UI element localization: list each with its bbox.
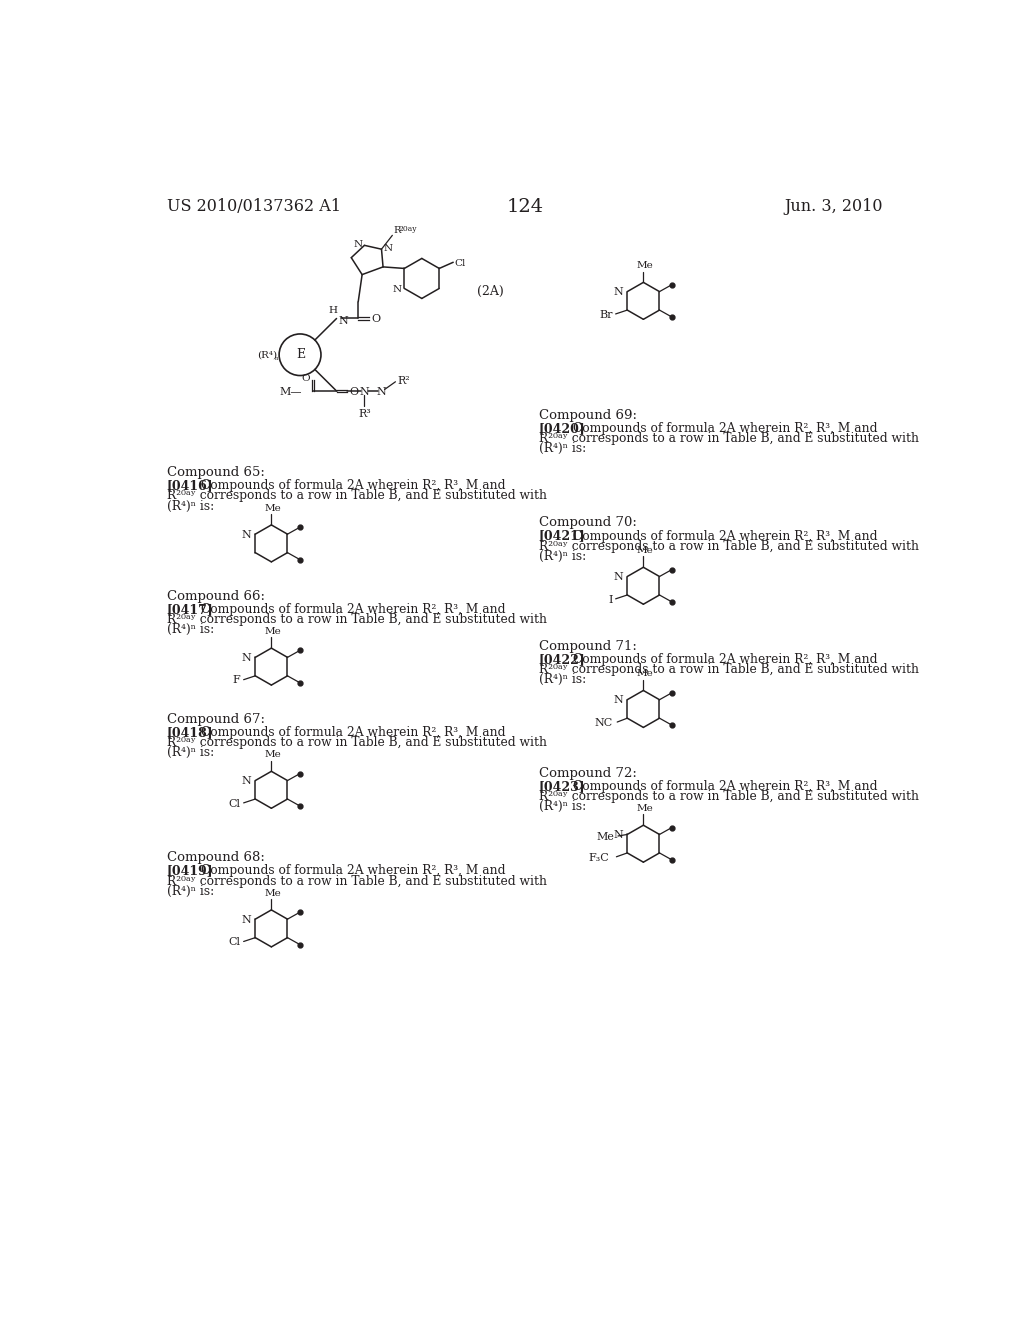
Text: N: N <box>393 285 402 294</box>
Text: R²⁰ᵃʸ corresponds to a row in Table B, and E substituted with: R²⁰ᵃʸ corresponds to a row in Table B, a… <box>167 490 547 503</box>
Text: Br: Br <box>599 310 612 319</box>
Text: N: N <box>353 240 362 249</box>
Text: N: N <box>242 653 251 663</box>
Text: H: H <box>329 306 338 315</box>
Text: (R⁴)ⁿ is:: (R⁴)ⁿ is: <box>539 800 586 813</box>
Text: (R⁴)ⁿ is:: (R⁴)ⁿ is: <box>167 746 214 759</box>
Text: Compound 71:: Compound 71: <box>539 640 637 652</box>
Text: [0416]: [0416] <box>167 479 213 492</box>
Text: (R⁴)ⁿ is:: (R⁴)ⁿ is: <box>167 884 214 898</box>
Text: (R⁴)ⁿ is:: (R⁴)ⁿ is: <box>167 499 214 512</box>
Text: I: I <box>608 594 612 605</box>
Text: Cl: Cl <box>455 259 466 268</box>
Text: N: N <box>242 776 251 787</box>
Text: R²⁰ᵃʸ corresponds to a row in Table B, and E substituted with: R²⁰ᵃʸ corresponds to a row in Table B, a… <box>167 737 547 748</box>
Text: O: O <box>350 387 358 397</box>
Text: R³: R³ <box>358 409 371 420</box>
Text: ⁿ: ⁿ <box>274 355 279 364</box>
Text: NC: NC <box>594 718 612 727</box>
Text: R²⁰ᵃʸ corresponds to a row in Table B, and E substituted with: R²⁰ᵃʸ corresponds to a row in Table B, a… <box>539 540 919 553</box>
Text: Cl: Cl <box>228 937 241 948</box>
Text: (R⁴)ⁿ is:: (R⁴)ⁿ is: <box>539 549 586 562</box>
Text: N: N <box>613 696 624 705</box>
Text: Compounds of formula 2A wherein R², R³, M and: Compounds of formula 2A wherein R², R³, … <box>572 422 878 434</box>
Text: Cl: Cl <box>228 799 241 809</box>
Text: N: N <box>613 573 624 582</box>
Text: [0418]: [0418] <box>167 726 213 739</box>
Text: [0419]: [0419] <box>167 865 213 878</box>
Text: Compounds of formula 2A wherein R², R³, M and: Compounds of formula 2A wherein R², R³, … <box>572 529 878 543</box>
Text: Me: Me <box>637 261 653 271</box>
Text: N: N <box>383 244 392 253</box>
Text: Compound 65:: Compound 65: <box>167 466 264 479</box>
Text: O: O <box>302 374 310 383</box>
Text: Me: Me <box>264 750 282 759</box>
Text: R²⁰ᵃʸ corresponds to a row in Table B, and E substituted with: R²⁰ᵃʸ corresponds to a row in Table B, a… <box>539 663 919 676</box>
Text: [0423]: [0423] <box>539 780 586 793</box>
Text: N: N <box>242 915 251 925</box>
Text: US 2010/0137362 A1: US 2010/0137362 A1 <box>167 198 341 215</box>
Text: Compound 69:: Compound 69: <box>539 409 637 421</box>
Text: Compound 68:: Compound 68: <box>167 851 264 865</box>
Text: R²: R² <box>397 376 410 385</box>
Text: Me: Me <box>637 669 653 678</box>
Text: [0422]: [0422] <box>539 653 586 665</box>
Text: Me: Me <box>596 832 614 842</box>
Text: Compounds of formula 2A wherein R², R³, M and: Compounds of formula 2A wherein R², R³, … <box>572 780 878 793</box>
Text: N: N <box>242 529 251 540</box>
Text: Compound 70:: Compound 70: <box>539 516 637 529</box>
Text: R²⁰ᵃʸ corresponds to a row in Table B, and E substituted with: R²⁰ᵃʸ corresponds to a row in Table B, a… <box>167 875 547 887</box>
Text: (R⁴)ⁿ is:: (R⁴)ⁿ is: <box>539 442 586 455</box>
Text: Compound 66:: Compound 66: <box>167 590 265 603</box>
Text: E: E <box>296 348 305 362</box>
Text: [0421]: [0421] <box>539 529 586 543</box>
Text: N: N <box>359 387 370 397</box>
Text: Me: Me <box>264 888 282 898</box>
Text: Compounds of formula 2A wherein R², R³, M and: Compounds of formula 2A wherein R², R³, … <box>201 726 506 739</box>
Text: N: N <box>613 830 624 841</box>
Text: Compound 67:: Compound 67: <box>167 713 265 726</box>
Text: Me: Me <box>637 804 653 813</box>
Text: (R⁴)ⁿ is:: (R⁴)ⁿ is: <box>539 673 586 686</box>
Text: N: N <box>377 387 386 397</box>
Text: R: R <box>394 226 401 235</box>
Text: Jun. 3, 2010: Jun. 3, 2010 <box>784 198 883 215</box>
Text: Compound 72:: Compound 72: <box>539 767 637 780</box>
Text: (R⁴): (R⁴) <box>257 351 276 360</box>
Text: Compounds of formula 2A wherein R², R³, M and: Compounds of formula 2A wherein R², R³, … <box>201 865 506 878</box>
Text: M—: M— <box>280 387 302 397</box>
Text: F: F <box>232 676 241 685</box>
Text: Compounds of formula 2A wherein R², R³, M and: Compounds of formula 2A wherein R², R³, … <box>201 603 506 615</box>
Text: R²⁰ᵃʸ corresponds to a row in Table B, and E substituted with: R²⁰ᵃʸ corresponds to a row in Table B, a… <box>539 789 919 803</box>
Text: O: O <box>372 314 381 325</box>
Text: [0420]: [0420] <box>539 422 586 434</box>
Text: N: N <box>338 315 348 326</box>
Text: Me: Me <box>264 627 282 636</box>
Text: F₃C: F₃C <box>589 853 609 862</box>
Text: (R⁴)ⁿ is:: (R⁴)ⁿ is: <box>167 623 214 636</box>
Text: 20ay: 20ay <box>398 224 417 234</box>
Text: Compounds of formula 2A wherein R², R³, M and: Compounds of formula 2A wherein R², R³, … <box>201 479 506 492</box>
Text: N: N <box>613 288 624 297</box>
Text: Me: Me <box>264 504 282 512</box>
Text: Me: Me <box>637 546 653 554</box>
Text: R²⁰ᵃʸ corresponds to a row in Table B, and E substituted with: R²⁰ᵃʸ corresponds to a row in Table B, a… <box>167 612 547 626</box>
Text: (2A): (2A) <box>477 285 504 298</box>
Text: Compounds of formula 2A wherein R², R³, M and: Compounds of formula 2A wherein R², R³, … <box>572 653 878 665</box>
Text: R²⁰ᵃʸ corresponds to a row in Table B, and E substituted with: R²⁰ᵃʸ corresponds to a row in Table B, a… <box>539 432 919 445</box>
Text: [0417]: [0417] <box>167 603 213 615</box>
Text: 124: 124 <box>506 198 544 216</box>
